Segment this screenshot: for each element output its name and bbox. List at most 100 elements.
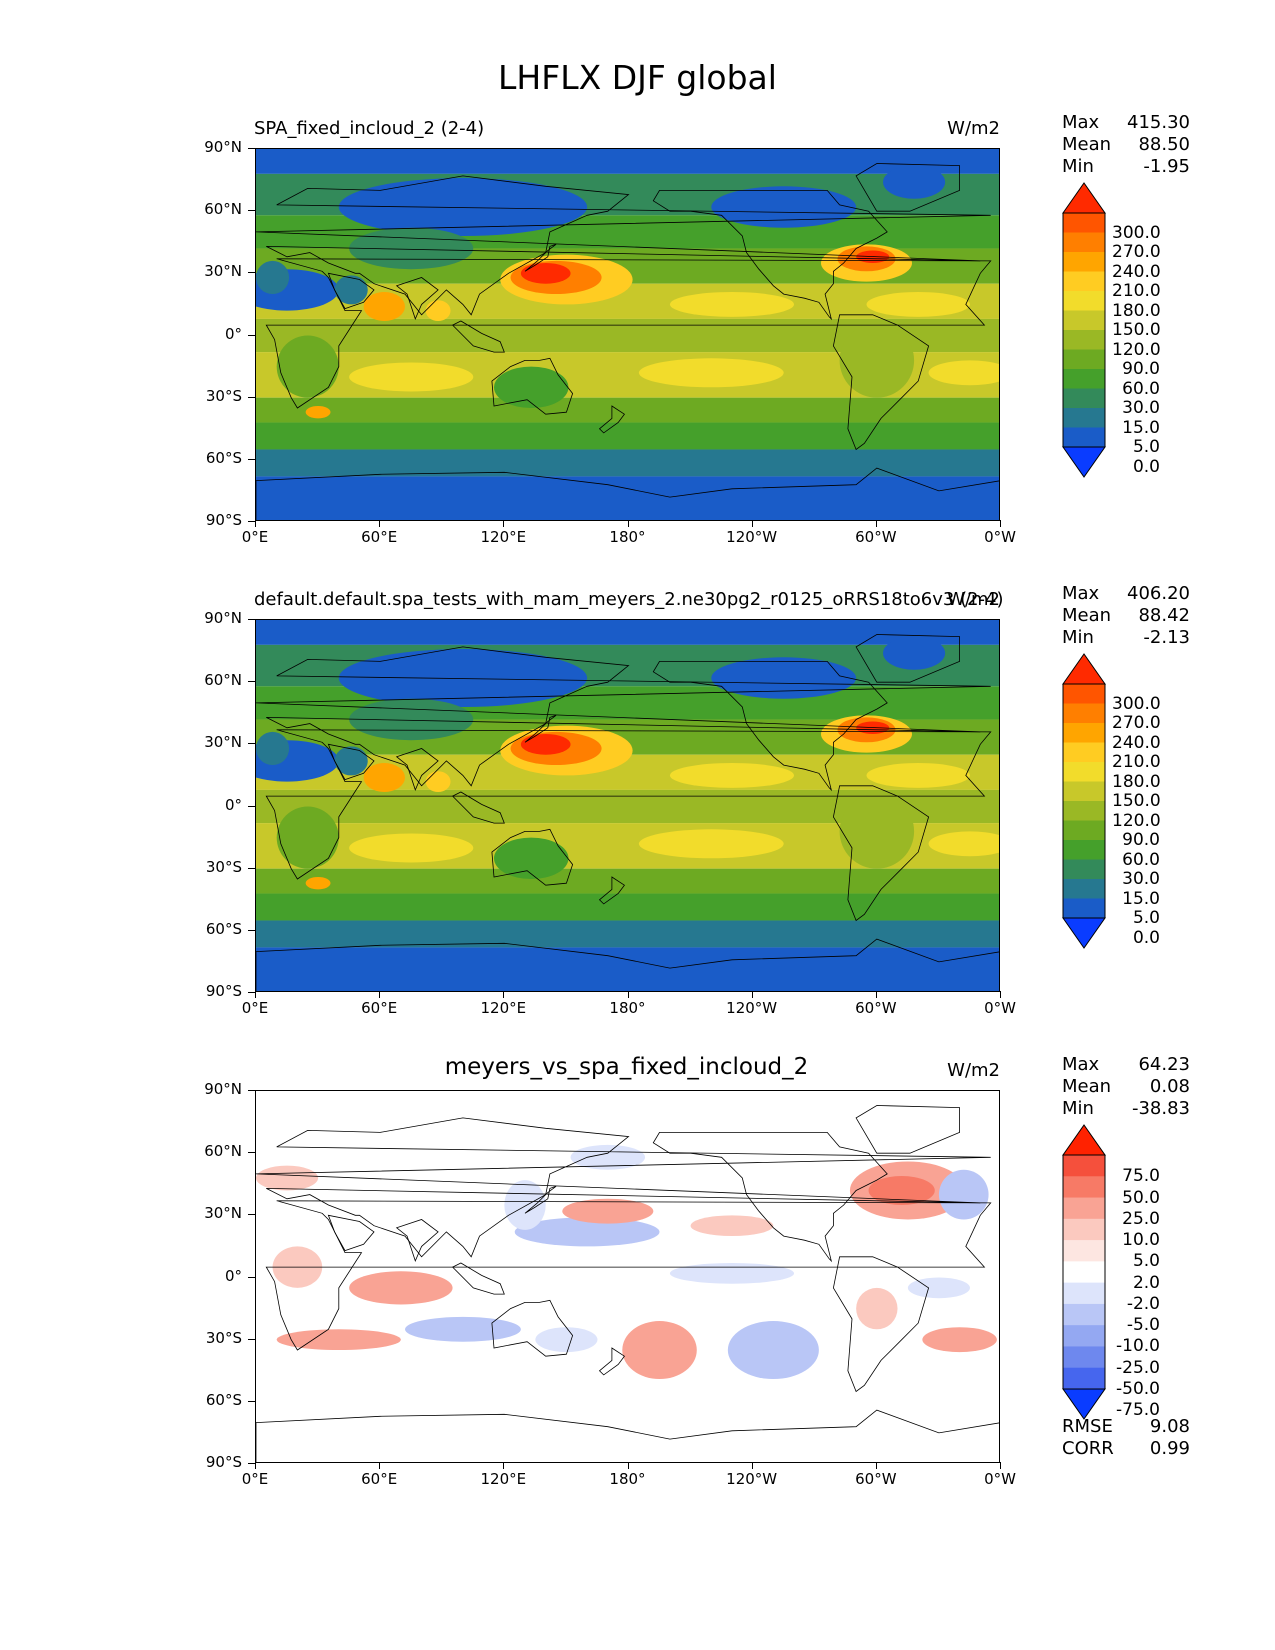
y-tick-label: 30°N (204, 733, 242, 752)
x-tick-label: 120°E (480, 1470, 527, 1488)
land-greenland (883, 636, 946, 670)
colorbar-tick-label: 120.0 (1112, 810, 1161, 831)
x-tick-label: 60°W (855, 528, 897, 546)
colorbar-cell (1063, 1303, 1105, 1326)
band-southern-ocean (256, 920, 999, 948)
colorbar-cell (1063, 879, 1105, 899)
colorbar-tick-label: -5.0 (1126, 1315, 1160, 1336)
diff-north-pacific-neg2 (504, 1180, 546, 1230)
colorbar: 75.0 50.0 25.0 10.0 5.0 2.0 -2.0 -5.0 -10.0 -25.0… (1062, 1124, 1160, 1420)
y-tick-mark (248, 334, 255, 336)
y-tick-label: 90°S (205, 982, 242, 1000)
colorbar-cell (1063, 1261, 1105, 1284)
colorbar-cell (1063, 801, 1105, 821)
colorbar-tick-label: 0.0 (1132, 456, 1160, 477)
land-west-africa (256, 731, 290, 766)
land-africa-south (276, 806, 339, 869)
panel-units: W/m2 (947, 118, 1000, 139)
colorbar-tick-label: -10.0 (1116, 1336, 1160, 1357)
y-tick-label: 0° (224, 795, 242, 814)
colorbar-frame (1062, 212, 1106, 448)
greenland-outline (855, 163, 960, 212)
india-outline (395, 748, 439, 792)
stat-max-value: 415.30 (1127, 112, 1190, 133)
x-tick-label: 120°E (480, 528, 527, 546)
band-southern-ocean (256, 449, 999, 477)
y-tick-label: 60°S (205, 448, 242, 467)
diff-southern-ocean-pos (276, 1329, 401, 1351)
y-tick-label: 60°N (204, 1142, 242, 1161)
colorbar-tick-label: 5.0 (1132, 908, 1160, 928)
colorbar-cell (1063, 232, 1105, 253)
x-tick-label: 60°E (361, 528, 398, 546)
rmse-value: 9.08 (1149, 1416, 1190, 1437)
x-tick-label: 180° (609, 1470, 646, 1488)
y-tick-label: 30°N (204, 262, 242, 281)
panel-reference: default.default.spa_tests_with_mam_meyer… (0, 583, 1275, 1059)
colorbar-extend-max (1062, 1124, 1106, 1156)
y-tick-mark (248, 681, 255, 683)
colorbar-tick-label: 50.0 (1122, 1187, 1160, 1208)
stat-min-value: -38.83 (1131, 1098, 1190, 1119)
colorbar-tick-label: 270.0 (1112, 713, 1161, 733)
y-tick-mark (248, 1338, 255, 1340)
land-siberia (338, 178, 588, 237)
ocean-south-atlantic (928, 360, 999, 386)
colorbar: 300.0 270.0 240.0 210.0 180.0 150.0 120.0 90.0 6… (1062, 653, 1161, 949)
diff-south-atlantic-pos (922, 1327, 997, 1353)
arabia-outline (327, 743, 375, 781)
map-plot (255, 1090, 1000, 1463)
stat-mean-value: 88.42 (1138, 605, 1190, 626)
eurasia-outline (256, 646, 991, 787)
x-tick-label: 0°W (984, 528, 1016, 546)
band-antarctic (256, 476, 999, 520)
field-layer (256, 1091, 999, 1462)
diff-south-pacific-neg (727, 1321, 819, 1380)
field-layer (256, 149, 999, 520)
x-tick-label: 180° (609, 999, 646, 1017)
colorbar-cell (1063, 1155, 1105, 1177)
x-tick-mark (255, 520, 256, 527)
x-tick-label: 60°E (361, 999, 398, 1017)
x-tick-mark (379, 991, 381, 998)
colorbar-tick-label: 240.0 (1112, 732, 1161, 753)
greenland-outline (855, 634, 960, 683)
stat-min-label: Min (1062, 1098, 1094, 1119)
land-west-africa (256, 260, 290, 295)
panel-units: W/m2 (947, 589, 1000, 610)
y-tick-mark (248, 1276, 255, 1278)
x-tick-mark (627, 991, 629, 998)
colorbar-cell (1063, 310, 1105, 331)
y-tick-mark (248, 272, 255, 274)
x-tick-label: 180° (609, 528, 646, 546)
stat-max-label: Max (1062, 583, 1100, 604)
diff-indian-pos (349, 1271, 453, 1305)
ocean-bay-bengal (425, 300, 451, 321)
x-tick-mark (751, 991, 753, 998)
diff-south-pacific-pos (622, 1321, 697, 1380)
x-tick-mark (875, 520, 877, 527)
band-arctic (256, 149, 999, 174)
rmse-label: RMSE (1062, 1416, 1113, 1437)
colorbar-tick-label: -25.0 (1116, 1357, 1160, 1378)
ocean-kuroshio-core (520, 733, 571, 755)
colorbar-tick-label: 2.0 (1132, 1272, 1160, 1293)
y-tick-label: 90°N (204, 138, 242, 156)
x-tick-mark (255, 1462, 256, 1469)
stat-mean: Mean 0.08 (1062, 1076, 1190, 1098)
antarctica-outline (256, 1409, 999, 1462)
land-canada (711, 186, 857, 228)
africa-outline (265, 729, 992, 880)
colorbar-tick-label: 90.0 (1122, 830, 1160, 850)
ocean-north-atlantic-trade (866, 291, 970, 317)
antarctica-outline (256, 467, 999, 520)
colorbar-cell (1063, 1367, 1105, 1390)
y-tick-label: 0° (224, 324, 242, 343)
stat-min: Min -2.13 (1062, 627, 1190, 649)
y-tick-mark (248, 1090, 255, 1091)
corr-value: 0.99 (1149, 1438, 1190, 1459)
colorbar-frame (1062, 1154, 1106, 1390)
colorbar-tick-label: 210.0 (1112, 752, 1161, 772)
stat-mean-label: Mean (1062, 1076, 1112, 1097)
x-tick-mark (503, 991, 505, 998)
